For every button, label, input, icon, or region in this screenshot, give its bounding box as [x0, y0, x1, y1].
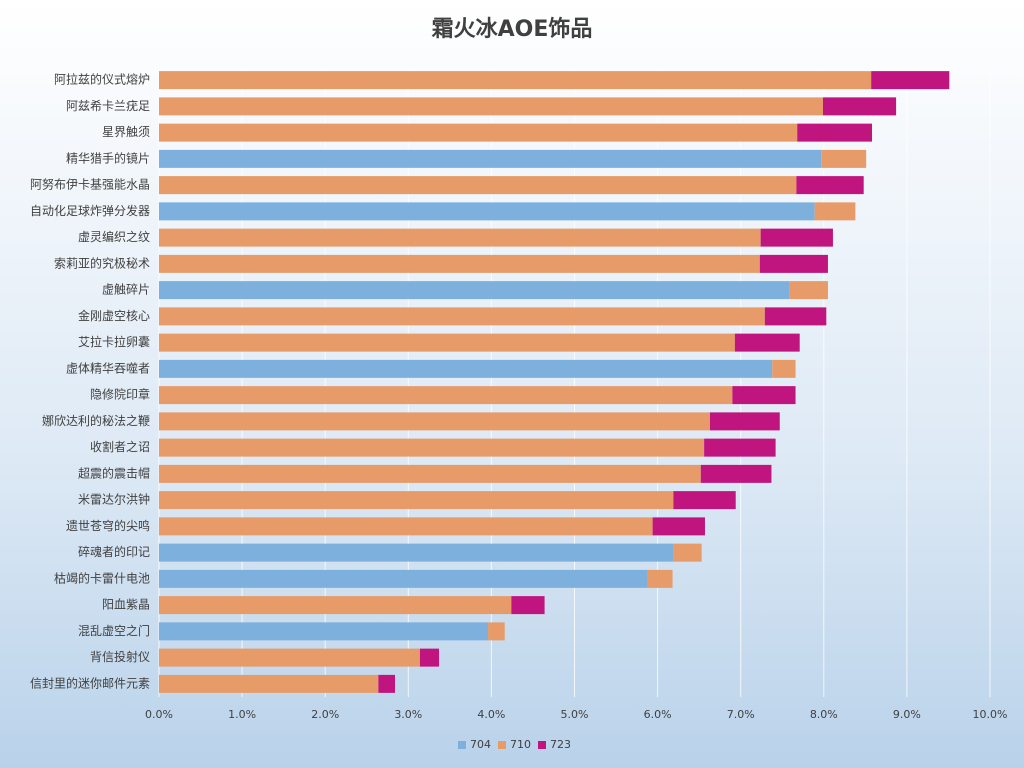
y-tick-label: 阳血紫晶	[102, 598, 150, 612]
y-tick-label: 隐修院印章	[90, 387, 150, 402]
bar-segment	[759, 254, 828, 273]
bar-segment	[772, 359, 796, 378]
y-tick-label: 阿努布伊卡基强能水晶	[30, 177, 150, 192]
bar-segment	[488, 622, 505, 641]
y-tick-label: 碎魂者的印记	[78, 544, 150, 559]
legend-label: 710	[510, 738, 531, 751]
bar-segment	[159, 596, 512, 615]
y-tick-label: 背信投射仪	[90, 649, 150, 664]
bar-segment	[760, 228, 833, 247]
x-tick-label: 6.0%	[644, 708, 672, 721]
bar-segment	[821, 149, 867, 168]
bar-segment	[159, 386, 733, 405]
bar-segment	[159, 333, 735, 352]
legend-swatch	[538, 741, 546, 749]
bar-segment	[159, 307, 765, 326]
bar-segment	[673, 491, 736, 510]
bar-segment	[159, 281, 790, 300]
y-tick-label: 米雷达尔洪钟	[78, 492, 150, 507]
legend-swatch	[498, 741, 506, 749]
x-tick-label: 2.0%	[311, 708, 339, 721]
bar-segment	[159, 648, 420, 667]
x-tick-label: 7.0%	[727, 708, 755, 721]
y-tick-label: 收割者之诏	[90, 439, 150, 454]
bar-segment	[159, 569, 648, 588]
x-tick-label: 1.0%	[228, 708, 256, 721]
bar-segment	[797, 123, 872, 142]
bar-segment	[814, 202, 856, 221]
bar-segment	[764, 307, 827, 326]
bar-segment	[871, 71, 950, 90]
bar-segment	[652, 517, 705, 536]
bar-segment	[159, 464, 701, 483]
bar-segment	[789, 281, 828, 300]
bar-segment	[159, 228, 761, 247]
x-tick-label: 0.0%	[145, 708, 173, 721]
bar-segment	[159, 359, 773, 378]
bar-segment	[159, 149, 822, 168]
y-tick-label: 混乱虚空之门	[78, 623, 150, 638]
y-tick-label: 虚触碎片	[102, 282, 150, 297]
legend-label: 723	[550, 738, 571, 751]
bar-segment	[419, 648, 440, 667]
bar-segment	[511, 596, 545, 615]
bar-segment	[822, 97, 897, 116]
bar-segment	[159, 97, 823, 116]
bar-segment	[159, 123, 798, 142]
bar-segment	[704, 438, 776, 457]
bar-segment	[796, 176, 864, 195]
bar-segment	[647, 569, 673, 588]
x-tick-label: 8.0%	[810, 708, 838, 721]
bar-segment	[159, 71, 872, 90]
legend-label: 704	[470, 738, 491, 751]
bar-segment	[159, 412, 710, 431]
y-tick-label: 艾拉卡拉卵囊	[78, 334, 150, 349]
y-tick-label: 阿兹希卡兰疣足	[66, 98, 150, 113]
bar-segment	[159, 543, 674, 562]
y-tick-label: 精华猎手的镜片	[66, 150, 150, 165]
bar-segment	[700, 464, 772, 483]
bar-segment	[159, 491, 674, 510]
y-tick-label: 信封里的迷你邮件元素	[30, 675, 150, 690]
y-tick-label: 超震的震击帽	[78, 465, 150, 480]
y-tick-label: 星界触须	[102, 125, 150, 139]
y-tick-label: 娜欣达利的秘法之鞭	[42, 413, 150, 428]
bar-segment	[159, 202, 815, 221]
bar-segment	[378, 674, 396, 693]
bar-segment	[159, 254, 760, 273]
x-tick-label: 3.0%	[394, 708, 422, 721]
bar-segment	[159, 176, 797, 195]
x-tick-label: 4.0%	[477, 708, 505, 721]
bar-segment	[159, 674, 379, 693]
y-tick-label: 金刚虚空核心	[78, 308, 150, 323]
bar-segment	[159, 517, 653, 536]
y-tick-label: 阿拉兹的仪式熔炉	[54, 72, 150, 87]
bar-segment	[732, 386, 796, 405]
bar-segment	[673, 543, 702, 562]
bar-segment	[159, 622, 489, 641]
x-tick-label: 5.0%	[561, 708, 589, 721]
legend-swatch	[458, 741, 466, 749]
y-tick-label: 虚体精华吞噬者	[66, 360, 150, 375]
y-tick-label: 自动化足球炸弹分发器	[30, 203, 150, 218]
x-tick-label: 10.0%	[973, 708, 1008, 721]
y-tick-label: 虚灵编织之纹	[78, 229, 150, 244]
chart-title: 霜火冰AOE饰品	[431, 16, 593, 42]
y-tick-label: 枯竭的卡雷什电池	[54, 570, 150, 585]
bar-segment	[734, 333, 800, 352]
y-tick-label: 遗世苍穹的尖鸣	[66, 518, 150, 533]
bar-segment	[709, 412, 780, 431]
x-tick-label: 9.0%	[893, 708, 921, 721]
y-tick-label: 索莉亚的究极秘术	[54, 255, 150, 270]
bar-segment	[159, 438, 705, 457]
